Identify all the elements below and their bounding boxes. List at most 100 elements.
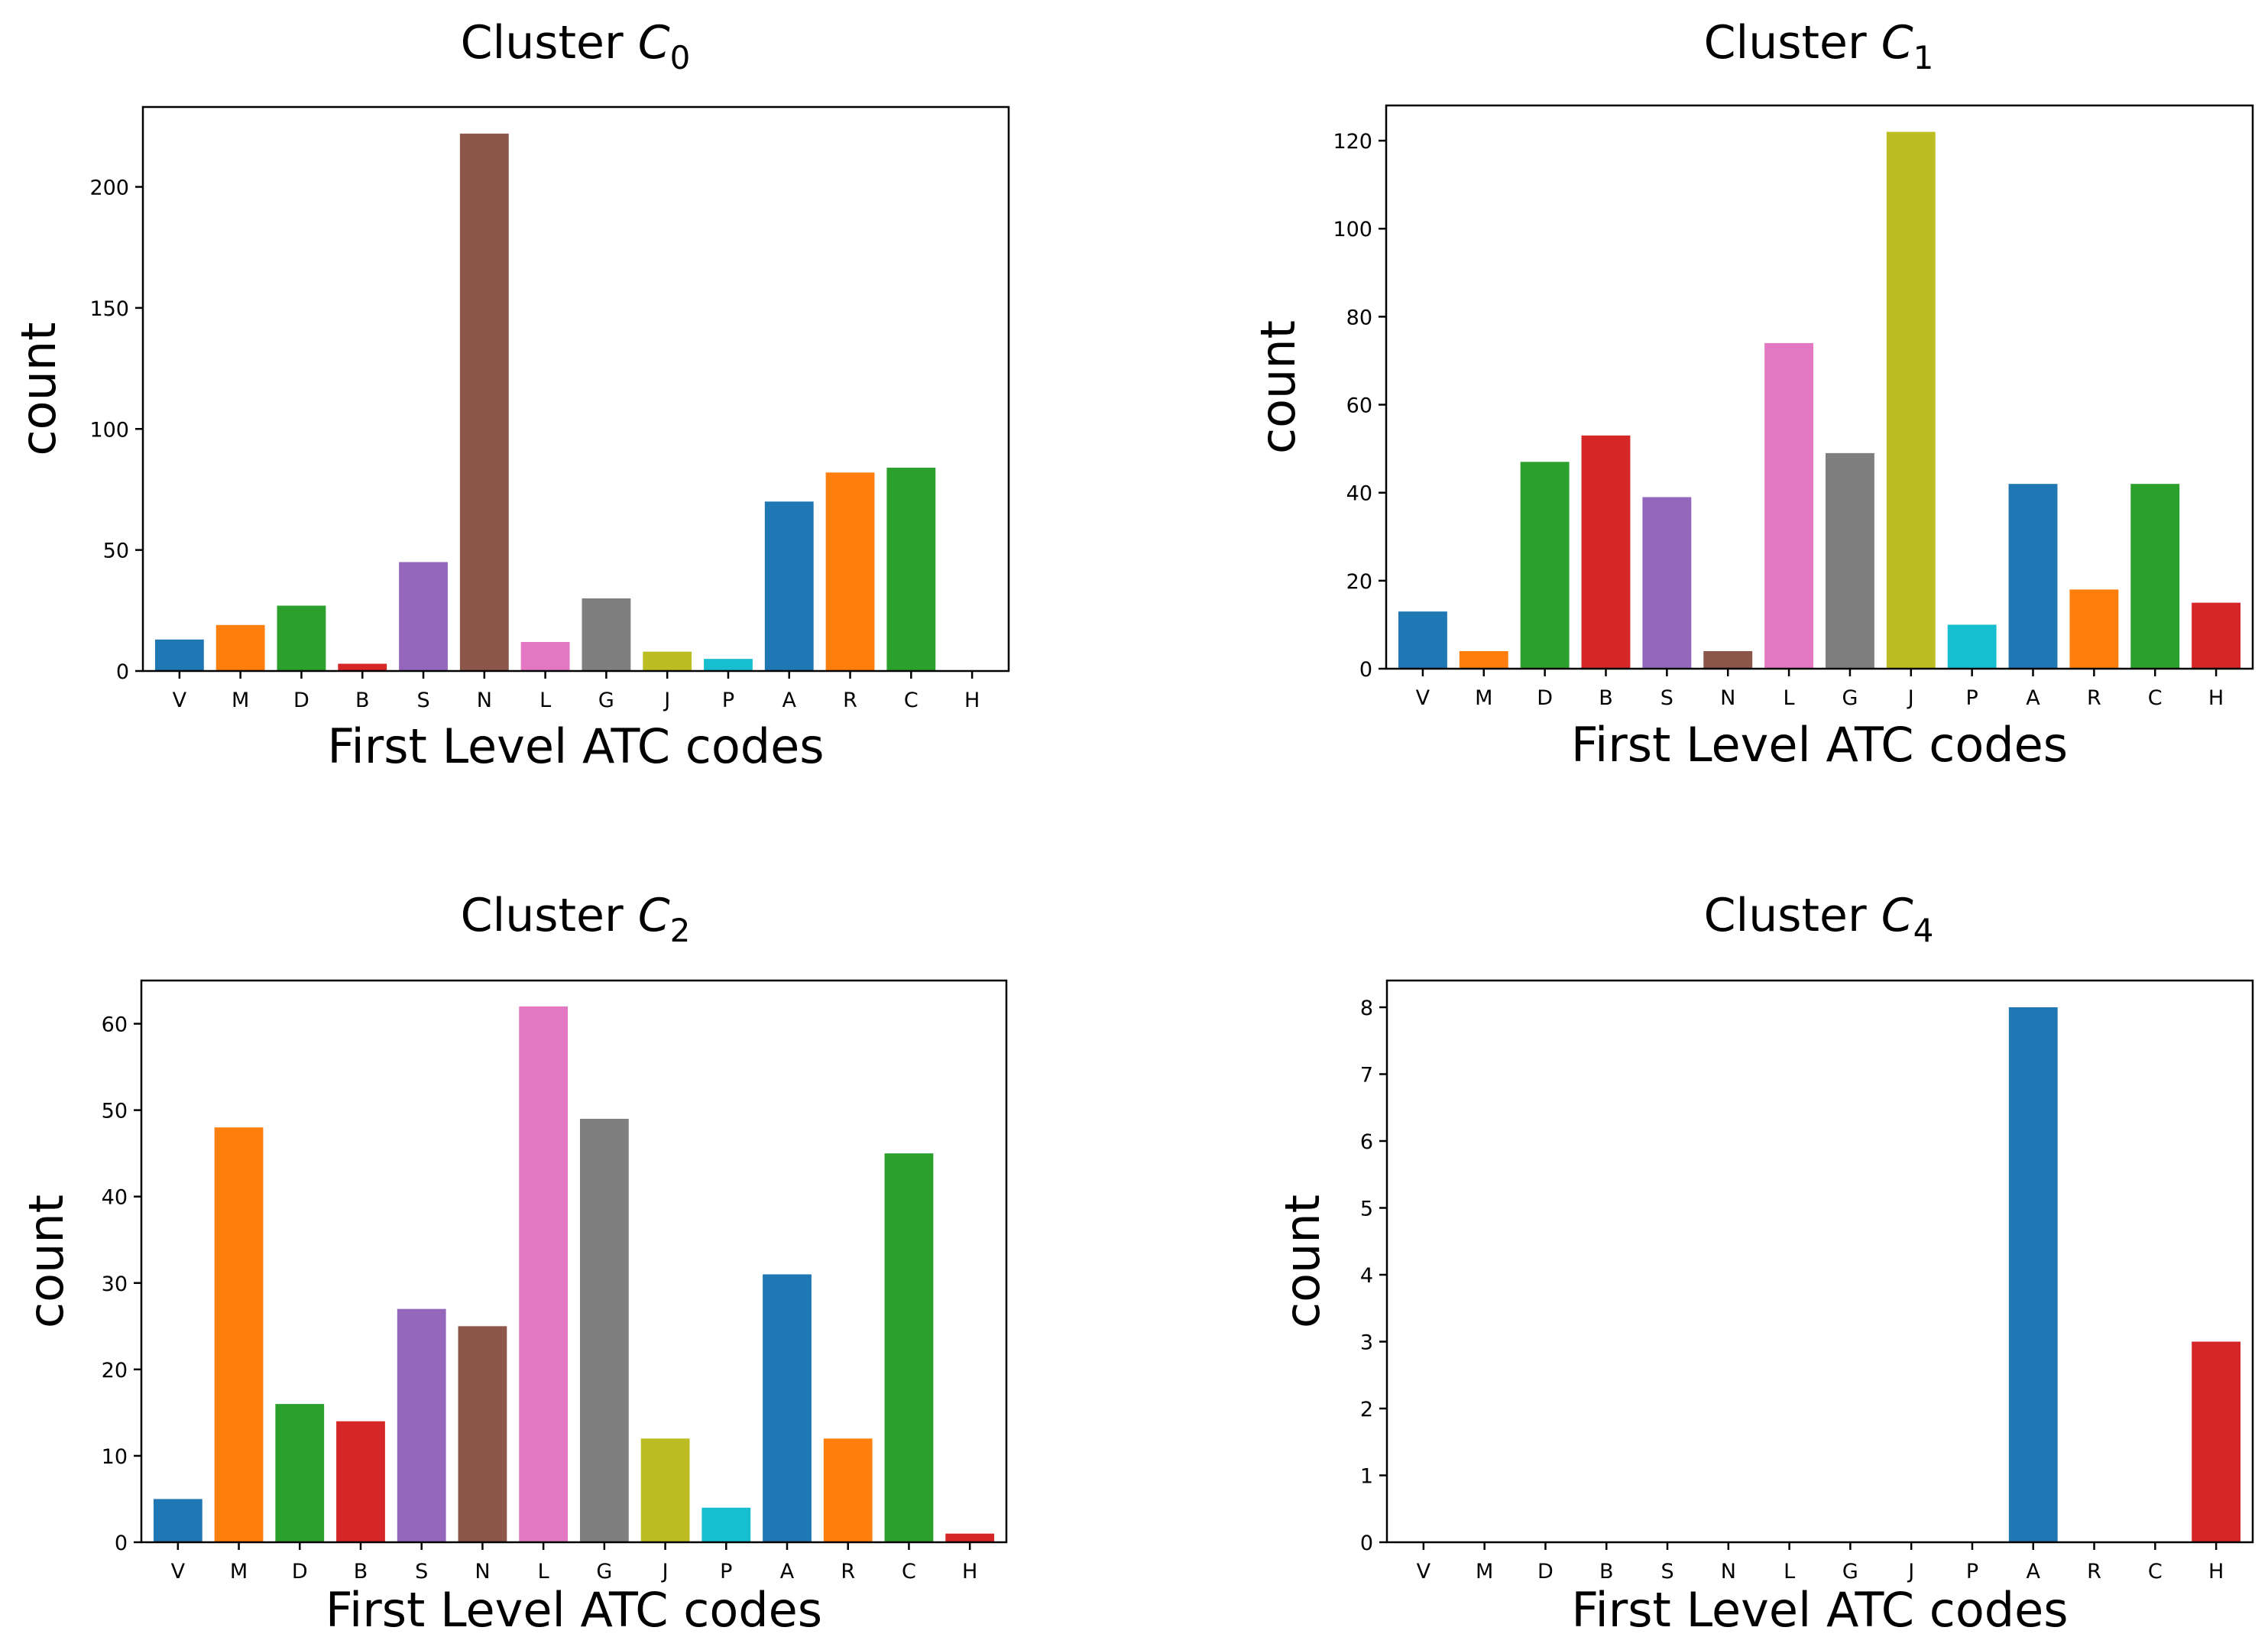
x-tick-label: V [171,1560,186,1584]
bar-A [763,1274,812,1542]
x-tick-label: G [598,689,614,712]
y-tick-label: 120 [1333,130,1372,154]
chart-title-subscript: 4 [1913,912,1934,949]
x-tick-label: M [1476,1560,1493,1584]
bar-D [1520,462,1570,669]
x-tick-label: N [1721,1560,1736,1584]
chart-title: Cluster C1 [1704,16,1934,76]
chart-title: Cluster C0 [461,16,691,76]
x-tick-label: G [1842,1560,1858,1584]
x-tick-label: D [1537,686,1553,710]
bar-R [2069,589,2119,669]
x-tick-label: V [1416,686,1430,710]
y-tick-label: 60 [1346,394,1372,418]
y-tick-label: 7 [1360,1064,1373,1088]
bar-V [1398,611,1447,669]
axes-frame [1385,104,2254,670]
x-tick-label: N [1720,686,1735,710]
y-tick-label: 5 [1360,1198,1373,1221]
bar-A [764,501,814,671]
bar-G [582,598,631,671]
x-axis-label: First Level ATC codes [326,1582,822,1638]
x-tick-label: C [2148,686,2163,710]
x-tick-label: L [539,689,551,712]
x-tick-label: V [173,689,187,712]
x-tick-label: R [2087,1560,2101,1584]
chart-title-variable: C [638,889,670,942]
y-axis-label: count [11,323,66,456]
y-tick-label: 50 [103,540,129,563]
x-tick-label: M [232,689,249,712]
y-tick-label: 100 [1333,218,1372,242]
bar-P [704,659,753,671]
bar-M [214,1127,264,1542]
x-tick-label: B [354,1560,368,1584]
y-axis-label: count [1250,320,1306,454]
bar-G [579,1118,629,1542]
x-tick-label: N [475,1560,490,1584]
y-tick-label: 4 [1360,1264,1373,1288]
x-tick-label: J [1907,686,1914,710]
y-tick-label: 30 [102,1272,128,1296]
chart-title-variable: C [1881,889,1913,942]
bar-B [336,1421,385,1542]
bar-A [2008,1007,2058,1542]
bar-C [886,467,936,671]
bar-R [823,1438,873,1542]
x-tick-label: L [1784,1560,1795,1584]
chart-title-variable: C [638,16,670,70]
y-tick-label: 6 [1360,1130,1373,1154]
x-tick-label: L [1784,686,1795,710]
y-axis-label: count [1275,1195,1330,1328]
bar-V [154,639,204,671]
y-tick-label: 20 [1346,570,1372,594]
y-tick-label: 80 [1346,306,1372,329]
y-tick-label: 2 [1360,1398,1373,1421]
x-tick-label: P [722,689,734,712]
bar-M [1459,650,1508,669]
x-tick-label: V [1417,1560,1431,1584]
x-tick-label: H [2208,686,2224,710]
bar-H [2192,1341,2241,1542]
y-tick-label: 0 [116,660,129,684]
bar-M [215,624,265,671]
y-tick-label: 1 [1360,1465,1373,1489]
y-tick-label: 0 [115,1532,128,1555]
x-tick-label: S [1661,686,1673,710]
x-tick-label: R [2087,686,2101,710]
x-tick-label: P [1965,686,1978,710]
chart-title-prefix: Cluster [461,889,638,942]
y-tick-label: 3 [1360,1331,1373,1355]
chart-title-subscript: 2 [670,912,691,949]
x-tick-label: R [841,1560,855,1584]
chart-title-prefix: Cluster [461,16,638,70]
x-tick-label: D [293,689,309,712]
bar-N [459,133,509,672]
bar-S [399,562,448,671]
x-tick-label: C [902,1560,916,1584]
bar-P [1947,624,1997,669]
y-tick-label: 50 [102,1100,128,1123]
bar-L [1764,342,1814,669]
bar-N [1703,650,1753,669]
x-tick-label: A [2027,1560,2041,1584]
bar-J [643,651,692,671]
x-tick-label: A [2026,686,2040,710]
bar-B [1581,435,1631,669]
axes-frame [140,979,1008,1544]
bar-L [519,1006,569,1542]
x-tick-label: J [1907,1560,1914,1584]
axes-frame [141,105,1010,673]
chart-title-prefix: Cluster [1704,16,1881,70]
x-tick-label: D [1537,1560,1554,1584]
chart-title-prefix: Cluster [1704,889,1881,942]
y-tick-label: 40 [1346,482,1372,506]
x-tick-label: S [415,1560,428,1584]
y-tick-label: 60 [102,1013,128,1037]
x-tick-label: S [1661,1560,1673,1584]
bar-D [277,605,326,671]
